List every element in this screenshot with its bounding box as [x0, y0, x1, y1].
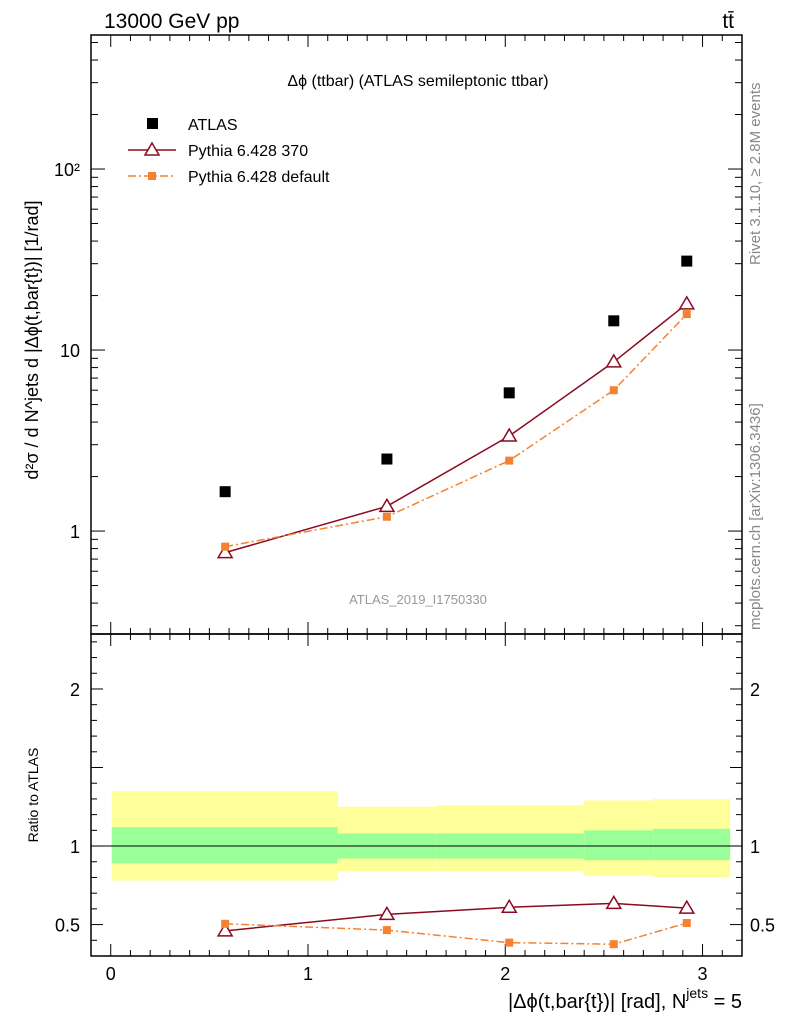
mcplots-credit-label: mcplots.cern.ch [arXiv:1306.3436] [747, 403, 764, 630]
plot-title: Δϕ (ttbar) (ATLAS semileptonic ttbar) [287, 73, 548, 90]
data-point-atlas [503, 387, 515, 399]
ratio-y-axis-label: Ratio to ATLAS [25, 748, 41, 843]
series-line-pythia-default [225, 313, 688, 548]
data-point-pythia-370 [678, 295, 696, 310]
data-point-pythia-default [682, 310, 691, 319]
uncertainty-band-inner [584, 830, 654, 861]
header-energy-label: 13000 GeV pp [104, 10, 239, 33]
data-point-atlas [381, 453, 393, 465]
x-tick-label: 3 [698, 964, 708, 984]
header-process-label: tt̄ [722, 10, 734, 33]
x-axis-label-main: |Δϕ(t,bar{t})| [rad], N [508, 991, 686, 1013]
ratio-point-pythia-default [682, 919, 691, 928]
ratio-point-pythia-370 [378, 905, 396, 921]
ratio-tick-label-left: 1 [70, 837, 80, 857]
data-point-pythia-default [609, 386, 618, 395]
data-point-atlas [608, 315, 620, 327]
y-tick-label: 10 [60, 341, 80, 361]
main-series-layer [216, 255, 696, 559]
ratio-tick-label-left: 0.5 [55, 916, 80, 936]
data-point-pythia-370 [216, 544, 234, 559]
ratio-tick-label-right: 0.5 [750, 916, 775, 936]
y-tick-label: 1 [70, 522, 80, 542]
x-axis-label-superscript: jets [685, 985, 708, 1001]
data-point-pythia-default [382, 512, 391, 521]
legend: ATLAS Pythia 6.428 370 Pythia 6.428 defa… [128, 117, 330, 186]
analysis-label: ATLAS_2019_I1750330 [349, 592, 487, 607]
legend-label-pythia-370: Pythia 6.428 370 [188, 143, 308, 160]
data-point-pythia-default [221, 542, 230, 551]
y-tick-label: 10² [54, 160, 80, 180]
ratio-plot-frame [90, 633, 743, 957]
data-point-atlas [219, 486, 231, 498]
ratio-point-pythia-default [505, 938, 514, 947]
data-point-atlas [681, 255, 693, 267]
ratio-point-pythia-default [382, 926, 391, 935]
ratio-point-pythia-370 [216, 922, 234, 937]
uncertainty-band-inner [653, 828, 731, 861]
legend-label-pythia-default: Pythia 6.428 default [188, 169, 330, 186]
x-axis-label-suffix: = 5 [708, 991, 742, 1013]
ratio-tick-label-right: 2 [750, 680, 760, 700]
x-tick-label: 2 [500, 964, 510, 984]
ratio-tick-label-right: 1 [750, 837, 760, 857]
data-point-pythia-370 [605, 353, 623, 368]
ratio-point-pythia-370 [678, 899, 696, 914]
y-axis-label: d²σ / d N^jets d |Δϕ(t,bar{t})| [1/rad] [22, 200, 42, 479]
ratio-series-layer [216, 894, 696, 949]
legend-marker-pythia-370 [143, 141, 161, 156]
x-tick-label: 0 [106, 964, 116, 984]
ratio-tick-label-left: 2 [70, 680, 80, 700]
data-point-pythia-370 [500, 427, 518, 442]
data-point-pythia-370 [378, 497, 396, 513]
ratio-point-pythia-default [221, 919, 230, 928]
legend-label-atlas: ATLAS [188, 117, 238, 134]
data-point-pythia-default [505, 456, 514, 465]
ratio-point-pythia-370 [500, 898, 518, 914]
legend-marker-pythia-default [148, 172, 156, 180]
x-tick-label: 1 [303, 964, 313, 984]
ratio-point-pythia-default [609, 940, 618, 949]
main-axis-ticks: 1 10 10² [54, 35, 743, 634]
ratio-axis-ticks: 0 1 2 3 0.5 0.5 1 1 2 2 [55, 634, 775, 984]
series-line-pythia-370 [224, 303, 688, 554]
legend-marker-atlas [147, 118, 158, 129]
rivet-version-label: Rivet 3.1.10, ≥ 2.8M events [747, 83, 764, 266]
ratio-point-pythia-370 [605, 894, 623, 910]
ratio-plot-area [91, 791, 742, 881]
x-axis-label: |Δϕ(t,bar{t})| [rad], Njets = 5 [508, 985, 742, 1013]
uncertainty-band-inner [111, 827, 338, 864]
